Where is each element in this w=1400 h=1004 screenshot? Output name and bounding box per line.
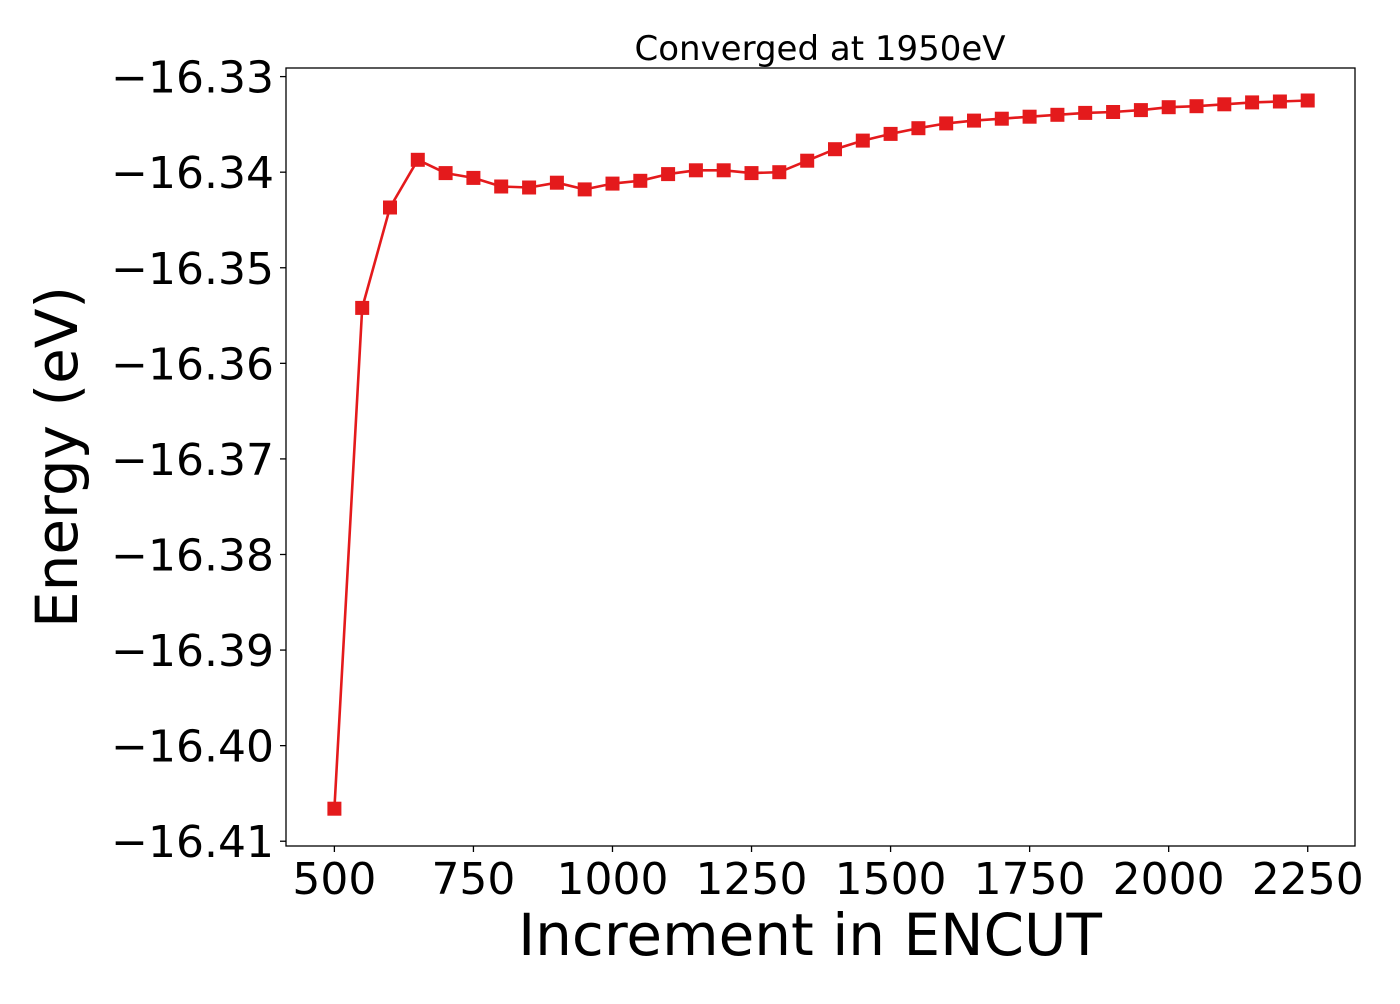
y-tick-label: −16.40 — [111, 722, 274, 773]
data-point-marker — [327, 801, 342, 816]
x-axis-label: Increment in ENCUT — [518, 901, 1102, 969]
data-point-marker — [1078, 105, 1093, 120]
data-point-marker — [994, 111, 1009, 126]
data-point-marker — [744, 166, 759, 181]
y-tick-label: −16.39 — [111, 626, 274, 677]
data-point-marker — [549, 175, 564, 190]
data-point-marker — [633, 173, 648, 188]
y-tick-label: −16.34 — [111, 148, 274, 199]
y-tick-label: −16.33 — [111, 53, 274, 104]
data-point-marker — [1272, 94, 1287, 109]
data-point-marker — [828, 142, 842, 157]
data-point-marker — [1300, 93, 1315, 108]
data-point-marker — [383, 200, 397, 215]
data-point-marker — [911, 121, 926, 136]
x-tick-label: 500 — [292, 854, 376, 905]
x-tick-label: 1500 — [835, 854, 947, 905]
data-point-marker — [438, 166, 453, 181]
data-point-marker — [1161, 100, 1176, 115]
chart-title: Converged at 1950eV — [634, 29, 1005, 69]
data-point-marker — [522, 180, 537, 195]
x-tick-label: 1000 — [556, 854, 668, 905]
data-point-marker — [1217, 97, 1232, 112]
x-axis-ticks: 500 750 1000 1250 1500 1750 2000 2250 — [292, 846, 1364, 905]
data-point-marker — [1050, 107, 1065, 122]
data-point-marker — [355, 300, 370, 315]
y-tick-label: −16.38 — [111, 530, 274, 581]
data-point-marker — [716, 163, 731, 178]
y-tick-label: −16.37 — [111, 435, 274, 486]
plot-frame — [285, 67, 1356, 847]
y-tick-label: −16.41 — [111, 817, 274, 868]
data-point-marker — [577, 182, 592, 197]
series-group — [327, 93, 1315, 816]
data-point-marker — [688, 163, 703, 178]
data-point-marker — [800, 153, 815, 168]
x-tick-label: 1750 — [974, 854, 1086, 905]
data-point-marker — [661, 167, 676, 182]
y-axis-label: Energy (eV) — [23, 286, 91, 628]
data-point-marker — [1189, 99, 1204, 114]
x-tick-label: 2250 — [1252, 854, 1364, 905]
data-point-marker — [466, 170, 481, 185]
y-tick-label: −16.35 — [111, 244, 274, 295]
data-point-marker — [939, 116, 954, 131]
x-tick-label: 2000 — [1113, 854, 1225, 905]
data-point-marker — [772, 165, 787, 180]
data-point-marker — [967, 113, 981, 128]
data-point-marker — [855, 133, 870, 148]
data-point-marker — [605, 176, 620, 191]
data-point-marker — [410, 152, 425, 167]
data-point-marker — [1022, 109, 1037, 124]
data-point-marker — [883, 126, 898, 141]
data-point-marker — [1106, 105, 1121, 119]
x-tick-label: 1250 — [696, 854, 808, 905]
series-line — [333, 99, 1308, 809]
y-tick-label: −16.36 — [111, 339, 274, 390]
x-tick-label: 750 — [431, 854, 515, 905]
data-point-marker — [1245, 95, 1260, 110]
data-point-marker — [494, 179, 509, 194]
y-axis-ticks: −16.33 −16.34 −16.35 −16.36 −16.37 −16.38 −16.… — [111, 53, 286, 868]
data-point-marker — [1133, 103, 1148, 118]
